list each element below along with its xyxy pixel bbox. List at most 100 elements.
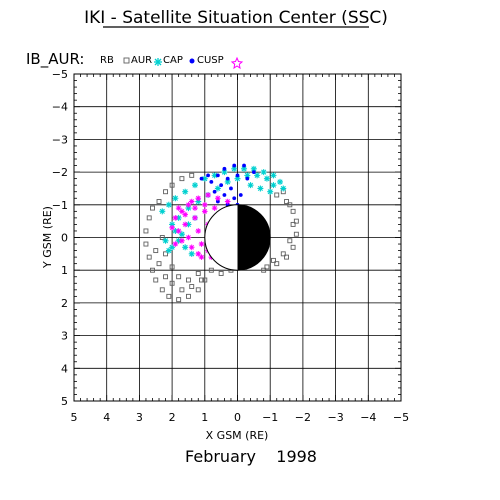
point-cap [195,198,202,205]
point-cap [234,175,241,182]
point-aur [179,176,185,182]
point-aur [290,244,296,250]
x-tick-label: 0 [234,411,241,424]
point-cap [178,231,185,238]
point-aur [146,254,152,260]
point-cap [175,237,182,244]
point-star [175,228,182,234]
point-star [211,205,218,211]
y-tick-label: −4 [52,101,68,114]
point-cap [221,169,228,176]
point-star [182,221,188,228]
point-aur [290,221,296,227]
point-cap [185,205,192,212]
point-cusp [209,180,214,184]
point-cap [182,188,189,195]
point-cap [188,250,195,257]
point-cap [165,247,172,254]
y-tick-label: 1 [61,264,68,277]
earth-disk [204,204,271,271]
point-cap [247,182,254,189]
date-label: February 1998 [185,447,317,466]
legend-label: IB_AUR: [26,50,84,69]
point-cusp [222,193,227,197]
point-cap [214,185,221,192]
point-cusp [232,163,237,168]
y-tick-label: 3 [61,330,68,343]
point-aur [169,182,175,188]
point-aur [293,231,299,237]
point-cap [257,185,264,192]
point-aur [261,267,267,273]
point-star [205,192,211,198]
point-cusp [225,176,230,181]
point-aur [202,277,208,283]
point-cap [277,178,284,185]
y-tick-label: −5 [52,68,68,81]
y-tick-label: 4 [61,362,68,375]
point-aur [218,271,224,276]
x-tick-label: 1 [201,411,208,424]
point-cap [250,165,257,172]
point-star [188,198,195,205]
point-aur [153,277,159,283]
point-star [195,228,202,234]
point-cap [159,208,166,215]
point-cap [185,221,192,228]
point-star [195,195,202,202]
point-aur [280,251,286,257]
point-aur [163,189,169,195]
point-aur [159,287,165,293]
y-tick-label: −3 [52,133,68,146]
point-cusp [215,173,220,178]
point-cusp [219,183,224,188]
point-cusp [206,173,210,178]
point-aur [293,218,299,224]
point-cusp [242,163,246,168]
point-cap [231,165,238,172]
point-cusp [215,199,220,204]
point-cusp [199,176,204,181]
tick-labels: 5 4 3 2 1 0 −1 −2 −3 −4 −5 −5 −4 −3 −2 −1 0 1 2 3 4 5 [52,68,409,424]
legend-asterisk-icon [154,58,162,66]
point-star [195,251,202,257]
x-tick-label: −2 [295,411,311,424]
point-cusp [232,196,237,201]
point-aur [176,274,182,280]
point-aur [163,251,169,257]
x-tick-label: −1 [262,411,278,424]
legend-entry-aur: AUR [131,55,152,66]
point-aur [166,293,172,299]
plot-frame [73,73,402,402]
point-star [215,195,221,202]
point-aur [169,264,175,270]
point-cap [191,182,198,189]
legend-entry-rb: RB [100,55,114,66]
y-axis-label: Y GSM (RE) [41,206,54,269]
point-aur [179,287,185,293]
point-star [192,205,198,211]
point-aur [274,261,280,267]
point-aur [150,205,155,211]
point-aur [274,192,280,198]
point-aur [199,277,204,283]
point-aur [159,235,165,240]
point-star [202,208,208,215]
point-aur [153,248,159,254]
x-tick-label: −4 [360,411,376,424]
point-star [192,215,198,221]
point-aur [195,287,201,293]
point-cap [165,201,172,208]
point-star [224,198,231,205]
point-star [188,244,195,251]
point-aur [146,215,152,221]
point-aur [169,280,175,286]
point-cap [254,172,261,179]
point-cap [270,172,277,179]
y-tick-label: −2 [52,166,68,179]
chart-title: IKI - Satellite Situation Center (SSC) [84,8,388,28]
point-star [172,215,179,221]
point-cusp [238,193,243,197]
point-star [179,237,185,244]
point-cap [162,237,169,244]
